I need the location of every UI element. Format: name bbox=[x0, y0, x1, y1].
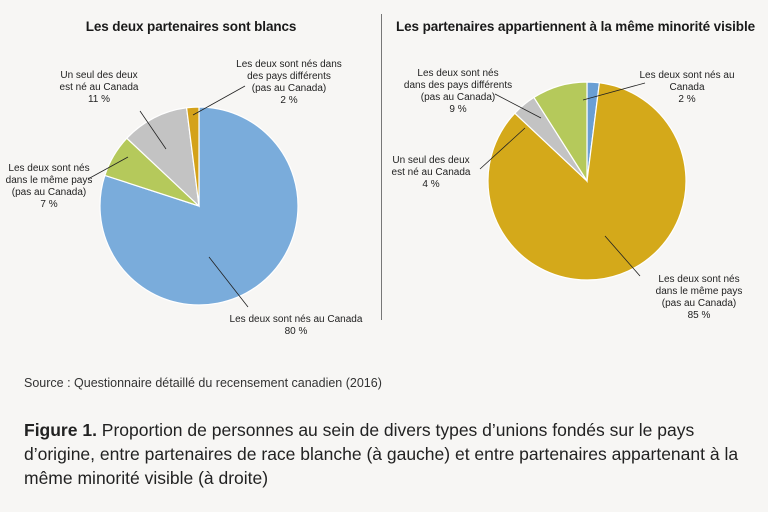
leader-line bbox=[582, 82, 646, 101]
leader-line bbox=[192, 85, 246, 116]
panel-divider bbox=[381, 14, 382, 320]
slice-label: Un seul des deux est né au Canada 4 % bbox=[392, 155, 471, 190]
caption-text: Proportion de personnes au sein de diver… bbox=[24, 420, 739, 488]
slice-label: Les deux sont nés au Canada 80 % bbox=[230, 314, 363, 337]
figure-caption: Figure 1. Proportion de personnes au sei… bbox=[24, 418, 744, 490]
left-chart-title: Les deux partenaires sont blancs bbox=[85, 19, 297, 34]
leader-line bbox=[139, 110, 167, 150]
leader-line bbox=[479, 127, 526, 170]
slice-label: Les deux sont nés au Canada 2 % bbox=[639, 70, 734, 105]
slice-label: Les deux sont nés dans le même pays (pas a… bbox=[6, 163, 93, 210]
leader-line bbox=[604, 235, 641, 277]
slice-label: Les deux sont nés dans des pays différent… bbox=[404, 68, 512, 115]
pie-slice bbox=[185, 106, 200, 207]
pie-slice bbox=[533, 81, 588, 184]
leader-line bbox=[208, 256, 249, 308]
left-chart-panel: Les deux partenaires sont blancs Les deu… bbox=[0, 0, 382, 370]
pie-slice bbox=[125, 107, 200, 208]
source-note: Source : Questionnaire détaillé du recen… bbox=[24, 376, 382, 390]
slice-label: Un seul des deux est né au Canada 11 % bbox=[60, 70, 139, 105]
left-pie-chart: Les deux sont nés au Canada 80 % Les deux … bbox=[6, 59, 363, 337]
leader-line bbox=[494, 93, 542, 119]
right-chart-panel: Les partenaires appartiennent à la même … bbox=[383, 0, 768, 370]
slice-label: Les deux sont nés dans des pays différent… bbox=[236, 59, 342, 106]
leader-line bbox=[87, 156, 129, 180]
slice-label: Les deux sont nés dans le même pays (pas a… bbox=[656, 274, 743, 321]
right-chart-title: Les partenaires appartiennent à la même … bbox=[395, 19, 756, 34]
right-pie-chart: Les deux sont nés au Canada 2 % Les deux so… bbox=[392, 68, 743, 321]
caption-label: Figure 1. bbox=[24, 420, 97, 440]
